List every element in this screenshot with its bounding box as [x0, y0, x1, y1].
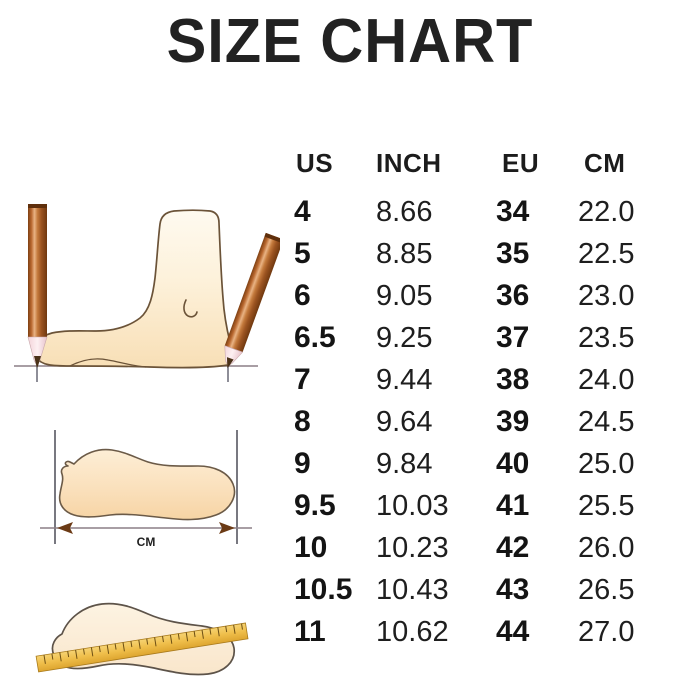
cell-cm: 25.5 [578, 490, 635, 522]
cell-cm: 26.5 [578, 574, 635, 606]
cell-inch: 10.23 [376, 532, 449, 564]
foot-arch-line [69, 358, 147, 368]
table-row: 11 10.62 44 27.0 [284, 611, 684, 653]
cell-us: 9 [294, 447, 311, 480]
measuring-tape [35, 622, 249, 673]
table-row: 4 8.66 34 22.0 [284, 191, 684, 233]
cell-eu: 43 [496, 573, 530, 606]
cell-us: 6.5 [294, 321, 336, 354]
cell-us: 7 [294, 363, 311, 396]
cm-dimension-line [40, 522, 252, 534]
cell-cm: 22.0 [578, 196, 635, 228]
table-row: 10 10.23 42 26.0 [284, 527, 684, 569]
cell-inch: 8.66 [376, 196, 433, 228]
cell-eu: 37 [496, 321, 530, 354]
table-row: 8 9.64 39 24.5 [284, 401, 684, 443]
column-header-eu: EU [502, 148, 540, 178]
illustration-column: CM [0, 190, 284, 692]
cell-eu: 41 [496, 489, 530, 522]
footprint-shape [58, 448, 236, 521]
cell-cm: 24.0 [578, 364, 635, 396]
cell-cm: 24.5 [578, 406, 635, 438]
cell-us: 10.5 [294, 573, 353, 606]
foot-side-shape [35, 209, 234, 369]
table-row: 6.5 9.25 37 23.5 [284, 317, 684, 359]
page-title: SIZE CHART [166, 7, 534, 76]
column-header-inch: INCH [376, 148, 442, 178]
cell-us: 6 [294, 279, 311, 312]
cell-us: 9.5 [294, 489, 336, 522]
foot-side-view-illustration [0, 190, 284, 390]
footprint-dimension-illustration: CM [0, 418, 280, 558]
ankle-bone-mark [183, 299, 198, 318]
cell-us: 5 [294, 237, 311, 270]
cell-inch: 9.05 [376, 280, 433, 312]
cell-cm: 23.5 [578, 322, 635, 354]
table-row: 7 9.44 38 24.0 [284, 359, 684, 401]
cell-inch: 9.25 [376, 322, 433, 354]
table-header-row: US INCH EU CM [284, 143, 684, 191]
table-row: 5 8.85 35 22.5 [284, 233, 684, 275]
cell-cm: 23.0 [578, 280, 635, 312]
cell-inch: 10.62 [376, 616, 449, 648]
cell-us: 4 [294, 195, 311, 228]
cell-inch: 8.85 [376, 238, 433, 270]
size-table: US INCH EU CM 4 8.66 34 22.0 5 8.85 35 2… [284, 143, 684, 653]
table-row: 10.5 10.43 43 26.5 [284, 569, 684, 611]
cell-inch: 9.44 [376, 364, 433, 396]
cell-eu: 42 [496, 531, 530, 564]
pencil-heel [224, 232, 284, 368]
cell-cm: 26.0 [578, 532, 635, 564]
cell-inch: 9.84 [376, 448, 433, 480]
cell-inch: 9.64 [376, 406, 433, 438]
table-row: 6 9.05 36 23.0 [284, 275, 684, 317]
cell-eu: 38 [496, 363, 530, 396]
cell-eu: 39 [496, 405, 530, 438]
cell-us: 10 [294, 531, 328, 564]
cell-eu: 44 [496, 615, 530, 648]
table-row: 9.5 10.03 41 25.5 [284, 485, 684, 527]
cell-eu: 34 [496, 195, 530, 228]
cell-eu: 36 [496, 279, 530, 312]
table-row: 9 9.84 40 25.0 [284, 443, 684, 485]
pencil-toe [27, 204, 48, 368]
cell-us: 8 [294, 405, 311, 438]
cell-us: 11 [294, 615, 326, 648]
cell-eu: 40 [496, 447, 530, 480]
column-header-cm: CM [584, 148, 626, 178]
column-header-us: US [296, 148, 334, 178]
cell-inch: 10.03 [376, 490, 449, 522]
cm-dimension-label: CM [137, 535, 156, 549]
cell-eu: 35 [496, 237, 530, 270]
cell-inch: 10.43 [376, 574, 449, 606]
cell-cm: 25.0 [578, 448, 635, 480]
cell-cm: 27.0 [578, 616, 635, 648]
cell-cm: 22.5 [578, 238, 635, 270]
footprint-tape-illustration [0, 582, 280, 692]
